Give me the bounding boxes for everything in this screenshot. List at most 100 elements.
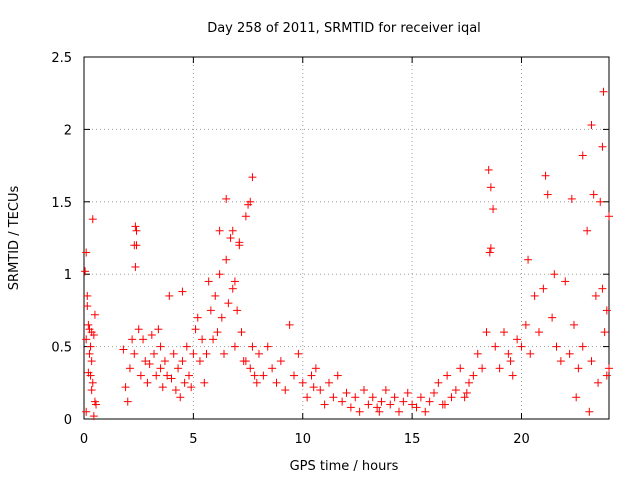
data-point: [489, 205, 498, 214]
x-tick-label: 20: [513, 432, 530, 447]
data-point: [412, 403, 421, 412]
data-point: [121, 383, 130, 392]
data-point: [119, 345, 128, 354]
data-point: [178, 287, 187, 296]
data-point: [224, 299, 233, 308]
data-point: [83, 302, 92, 311]
data-point: [543, 190, 552, 199]
data-point: [246, 197, 255, 206]
data-point: [478, 364, 487, 373]
data-point: [605, 212, 613, 221]
data-point: [132, 226, 141, 235]
data-point: [222, 194, 231, 203]
data-point: [187, 383, 196, 392]
data-point: [125, 364, 134, 373]
data-point: [320, 400, 329, 409]
data-point: [594, 378, 603, 387]
data-point: [86, 342, 95, 351]
data-point: [434, 378, 443, 387]
tick-layer: 0 0.5 1 1.5 2 2.5 0 5 10 15 20: [51, 51, 609, 447]
data-point: [204, 277, 213, 286]
data-point: [506, 357, 515, 366]
data-point: [486, 183, 495, 192]
data-point: [167, 374, 176, 383]
data-point: [462, 388, 471, 397]
data-point: [500, 328, 508, 337]
y-tick-label: 1: [64, 268, 72, 283]
data-point: [465, 378, 473, 387]
data-point: [386, 400, 395, 409]
data-point: [136, 371, 145, 380]
x-tick-label: 10: [294, 432, 311, 447]
data-point: [160, 357, 169, 366]
data-point: [263, 342, 272, 351]
data-point: [87, 386, 96, 395]
data-point: [430, 388, 438, 397]
data-point: [233, 306, 242, 315]
data-point: [565, 349, 574, 358]
data-point: [395, 407, 403, 416]
data-point: [195, 357, 204, 366]
data-point: [451, 386, 460, 395]
data-point: [329, 393, 338, 402]
data-point: [150, 349, 158, 358]
data-point: [333, 371, 342, 380]
data-point: [272, 378, 281, 387]
data-point: [228, 226, 237, 235]
data-point: [355, 407, 364, 416]
data-point: [484, 165, 493, 174]
data-point: [583, 226, 592, 235]
data-point: [132, 241, 141, 250]
data-point: [206, 306, 215, 315]
data-point: [399, 397, 408, 406]
data-point: [294, 349, 303, 358]
data-point: [131, 262, 140, 271]
x-tick-label: 15: [404, 432, 421, 447]
data-point: [191, 325, 200, 334]
data-point: [521, 320, 530, 329]
data-point: [351, 393, 360, 402]
data-point: [298, 378, 307, 387]
data-point: [598, 284, 607, 293]
points-layer: [81, 87, 613, 421]
data-point: [176, 393, 185, 402]
data-point: [248, 173, 257, 182]
data-point: [143, 378, 152, 387]
data-point: [281, 386, 290, 395]
x-axis-label: GPS time / hours: [290, 459, 399, 474]
data-point: [193, 313, 202, 322]
data-point: [473, 349, 482, 358]
data-point: [215, 270, 224, 279]
data-point: [524, 255, 533, 264]
data-point: [141, 357, 150, 366]
data-point: [237, 328, 246, 337]
data-point: [128, 335, 137, 344]
data-point: [303, 393, 312, 402]
data-point: [570, 320, 578, 329]
data-point: [585, 407, 594, 416]
data-point: [307, 371, 316, 380]
data-point: [134, 325, 143, 334]
data-point: [373, 403, 382, 412]
data-point: [156, 342, 165, 351]
data-point: [460, 393, 469, 402]
data-point: [491, 342, 500, 351]
data-point: [215, 226, 224, 235]
data-point: [259, 371, 268, 380]
data-point: [235, 238, 244, 247]
data-point: [486, 244, 495, 253]
y-tick-label: 2.5: [51, 51, 72, 66]
data-point: [241, 357, 250, 366]
data-point: [145, 359, 154, 368]
data-point: [360, 386, 368, 395]
data-point: [325, 378, 333, 387]
data-point: [246, 364, 255, 373]
data-point: [602, 371, 611, 380]
data-point: [342, 388, 351, 397]
data-point: [154, 325, 163, 334]
data-point: [169, 349, 178, 358]
data-point: [530, 291, 539, 300]
data-point: [375, 407, 384, 416]
data-point: [390, 393, 399, 402]
y-axis-label: SRMTID / TECUs: [7, 186, 22, 291]
